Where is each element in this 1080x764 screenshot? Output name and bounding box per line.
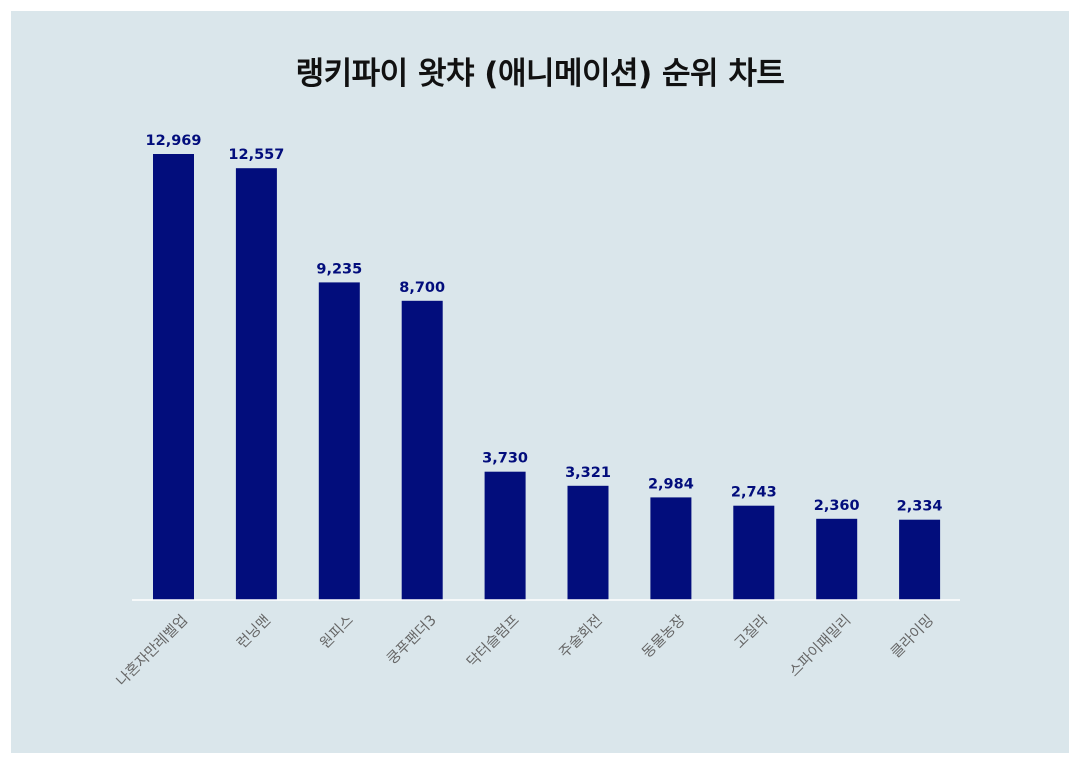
category-label-2: 런닝맨 (234, 612, 274, 652)
category-label-10: 클라이밍 (887, 612, 937, 662)
bar-7 (650, 497, 692, 600)
value-labels-group: 12,969 12,557 9,235 8,700 3,730 3,321 2,984 2,7… (146, 133, 943, 515)
value-label-10: 2,334 (897, 499, 943, 515)
category-label-9: 스파이패밀리 (786, 612, 855, 681)
value-label-8: 2,743 (731, 485, 777, 501)
bar-3 (318, 282, 360, 600)
bar-6 (567, 485, 609, 600)
value-label-9: 2,360 (814, 498, 860, 514)
bar-10 (899, 519, 941, 600)
bar-1 (153, 154, 194, 600)
category-label-4: 쿵푸팬더3 (384, 612, 440, 668)
category-label-6: 주술회전 (556, 612, 606, 662)
chart-title: 랭키파이 왓챠 (애니메이션) 순위 차트 (295, 56, 785, 92)
bar-2 (235, 168, 277, 600)
category-label-5: 닥터슬럼프 (464, 612, 523, 671)
category-label-3: 원피스 (317, 612, 357, 652)
category-label-8: 고질라 (731, 612, 771, 652)
value-label-1: 12,969 (146, 133, 202, 149)
bar-9 (816, 518, 858, 600)
value-label-6: 3,321 (565, 465, 611, 481)
value-label-3: 9,235 (316, 261, 362, 277)
bars-group (153, 154, 941, 600)
category-labels-group: 나혼자만레벨업 런닝맨 원피스 쿵푸팬더3 닥터슬럼프 주술회전 동물농장 고질라 스파이패밀리… (113, 612, 937, 690)
bar-5 (484, 471, 526, 600)
value-label-2: 12,557 (228, 147, 284, 163)
bar-8 (733, 505, 775, 600)
value-label-5: 3,730 (482, 451, 528, 467)
value-label-4: 8,700 (399, 280, 445, 296)
value-label-7: 2,984 (648, 476, 694, 492)
category-label-1: 나혼자만레벨업 (113, 612, 191, 690)
bar-4 (401, 300, 443, 600)
category-label-7: 동물농장 (639, 612, 689, 662)
